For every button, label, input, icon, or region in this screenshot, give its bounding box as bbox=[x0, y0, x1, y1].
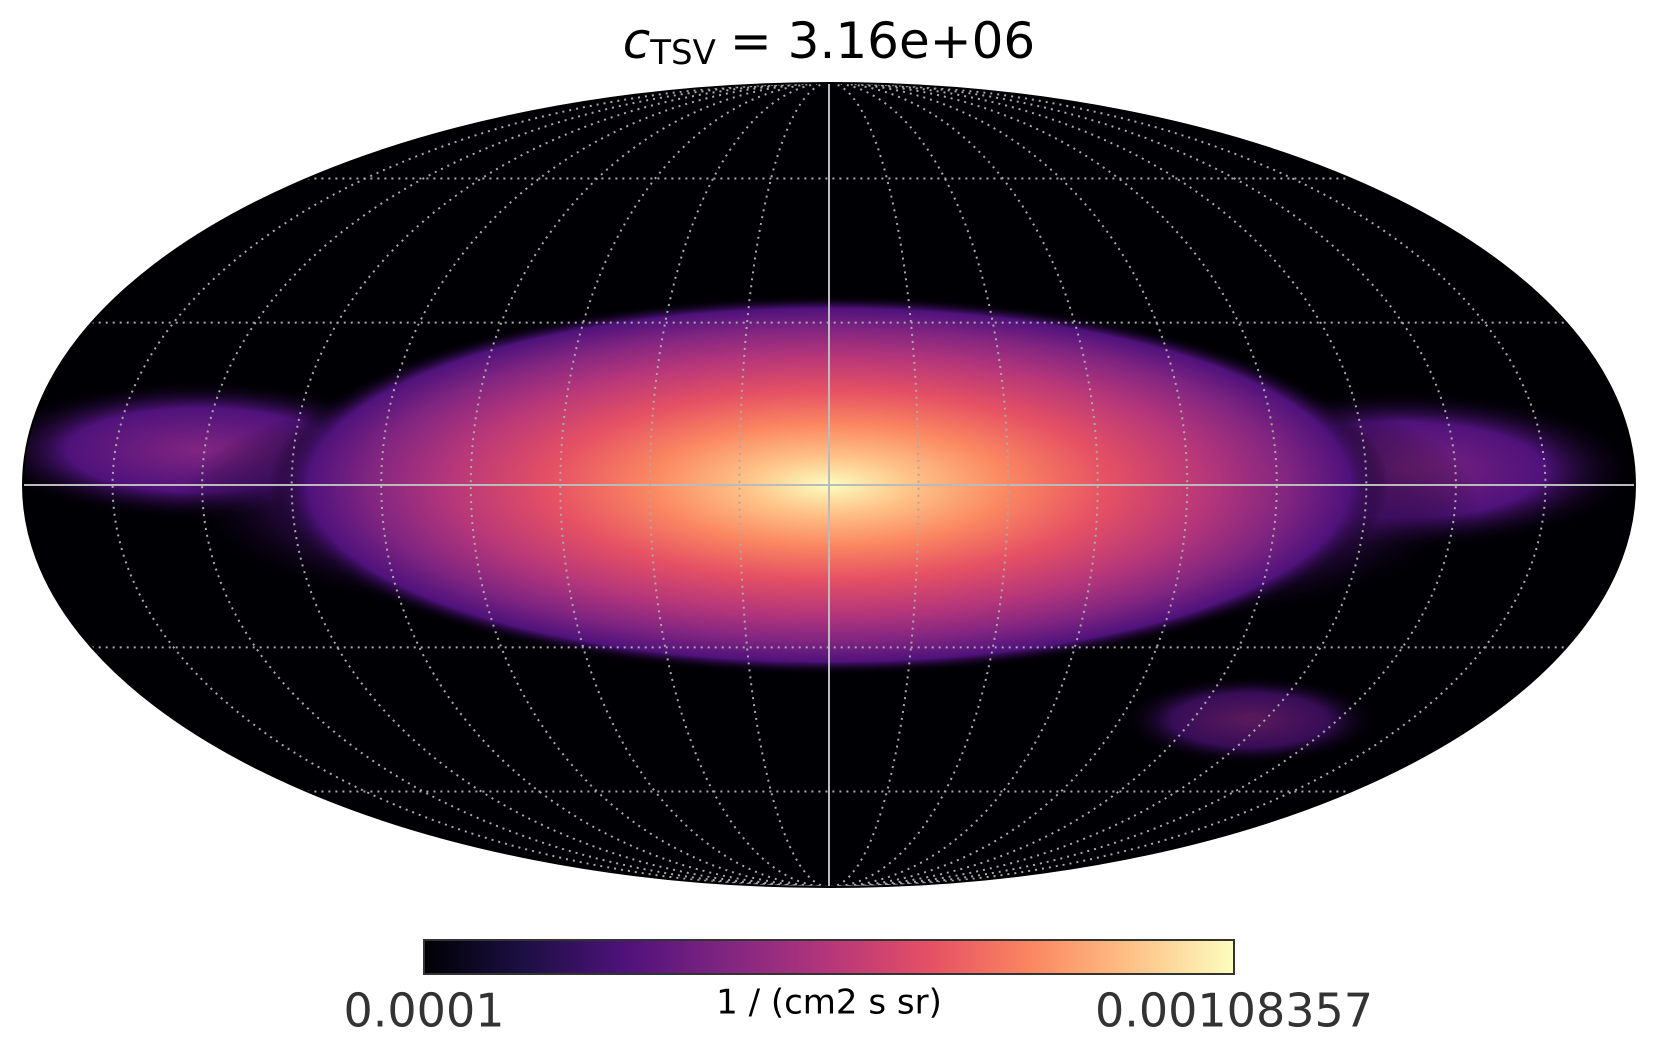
graticule-line bbox=[831, 83, 1010, 887]
graticule-line bbox=[839, 83, 1547, 887]
graticule-line bbox=[833, 83, 1099, 887]
graticule-line bbox=[469, 83, 824, 887]
title-symbol: c bbox=[623, 12, 651, 70]
colorbar-max-label: 0.00108357 bbox=[1095, 984, 1373, 1038]
graticule-line bbox=[559, 83, 825, 887]
graticule-line bbox=[201, 83, 820, 887]
colorbar-label: 1 / (cm2 s sr) bbox=[716, 983, 942, 1023]
graticule-line bbox=[380, 83, 823, 887]
graticule-line bbox=[835, 83, 1278, 887]
title-text: = 3.16e+06 bbox=[730, 12, 1035, 70]
map-outline bbox=[22, 82, 1636, 888]
graticule bbox=[23, 83, 1635, 887]
colorbar bbox=[423, 939, 1235, 975]
graticule-line bbox=[838, 83, 1457, 887]
graticule-line bbox=[648, 83, 827, 887]
graticule-line bbox=[111, 83, 819, 887]
graticule-line bbox=[834, 83, 1189, 887]
colorbar-min-label: 0.0001 bbox=[344, 984, 505, 1038]
title-subscript: TSV bbox=[649, 33, 716, 73]
chart-title: cTSV = 3.16e+06 bbox=[623, 12, 1036, 73]
map-lobe bbox=[1120, 675, 1380, 765]
